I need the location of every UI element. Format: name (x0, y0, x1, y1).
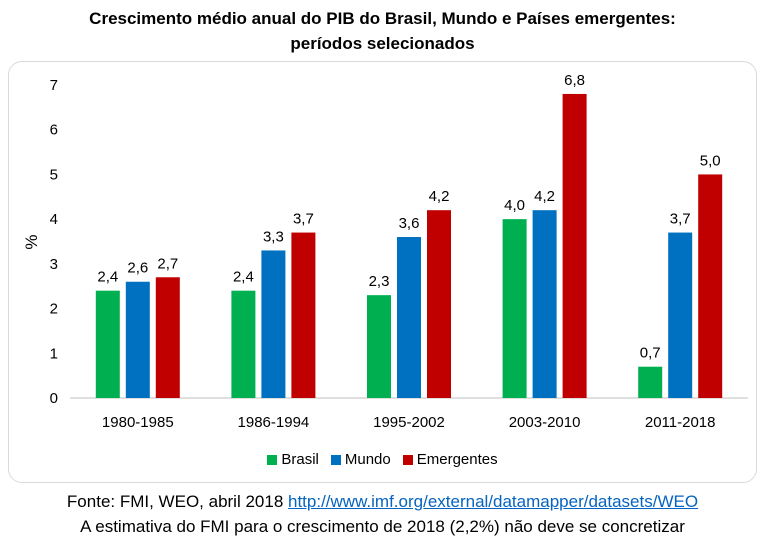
legend: Brasil Mundo Emergentes (0, 451, 765, 468)
data-label: 4,2 (429, 188, 450, 205)
bar-brasil-2003-2010 (502, 219, 527, 398)
y-tick-label: 1 (50, 345, 58, 362)
legend-swatch (267, 454, 278, 465)
bar-brasil-1986-1994 (231, 290, 256, 398)
data-label: 3,3 (263, 228, 284, 245)
legend-item-mundo: Mundo (330, 451, 391, 468)
bar-brasil-2011-2018 (638, 366, 663, 398)
data-label: 3,6 (399, 215, 420, 232)
data-label: 0,7 (640, 345, 661, 362)
bar-brasil-1980-1985 (95, 290, 120, 398)
bar-brasil-1995-2002 (367, 295, 391, 398)
y-tick-label: 0 (50, 390, 58, 407)
footnote: A estimativa do FMI para o crescimento d… (80, 517, 685, 536)
legend-item-brasil: Brasil (267, 451, 319, 468)
data-label: 2,6 (127, 260, 148, 277)
x-tick-label: 2011-2018 (645, 414, 716, 431)
y-tick-label: 5 (50, 166, 58, 183)
legend-swatch (402, 454, 413, 465)
data-label: 4,2 (534, 188, 555, 205)
chart-frame (8, 61, 757, 483)
data-label: 5,0 (700, 152, 721, 169)
source-line: Fonte: FMI, WEO, abril 2018 http://www.i… (0, 492, 765, 512)
legend-label: Brasil (281, 451, 319, 468)
x-tick-label: 1986-1994 (238, 414, 310, 431)
bar-emergentes-2011-2018 (698, 174, 723, 398)
legend-label: Emergentes (416, 451, 498, 468)
data-label: 2,3 (369, 273, 390, 290)
chart-title-line1: Crescimento médio anual do PIB do Brasil… (89, 9, 676, 28)
legend-swatch (330, 454, 341, 465)
legend-label: Mundo (344, 451, 391, 468)
source-prefix: Fonte: FMI, WEO, abril 2018 (66, 492, 288, 511)
chart-title-line2: períodos selecionados (290, 34, 475, 53)
data-label: 2,4 (97, 269, 118, 286)
y-tick-label: 4 (50, 211, 58, 228)
y-tick-label: 7 (50, 77, 58, 94)
bar-emergentes-1995-2002 (427, 210, 451, 398)
y-tick-label: 6 (50, 122, 58, 139)
bar-mundo-1980-1985 (125, 281, 150, 398)
source-link[interactable]: http://www.imf.org/external/datamapper/d… (288, 492, 699, 511)
chart-title: Crescimento médio anual do PIB do Brasil… (0, 6, 765, 56)
bar-mundo-2003-2010 (532, 210, 557, 398)
data-label: 2,4 (233, 269, 254, 286)
bar-mundo-1986-1994 (261, 250, 286, 398)
data-label: 3,7 (293, 211, 314, 228)
data-label: 4,0 (504, 197, 525, 214)
data-label: 2,7 (157, 255, 178, 272)
y-tick-label: 3 (50, 256, 58, 273)
x-tick-label: 1980-1985 (102, 414, 174, 431)
legend-item-emergentes: Emergentes (402, 451, 498, 468)
data-label: 6,8 (564, 72, 585, 89)
y-tick-label: 2 (50, 301, 58, 318)
data-label: 3,7 (670, 211, 691, 228)
bar-emergentes-2003-2010 (562, 93, 587, 398)
bar-emergentes-1980-1985 (155, 277, 180, 398)
y-axis-label: % (22, 234, 41, 249)
bar-emergentes-1986-1994 (291, 232, 316, 398)
bar-mundo-2011-2018 (668, 232, 693, 398)
bar-mundo-1995-2002 (397, 237, 421, 398)
x-tick-label: 1995-2002 (373, 414, 445, 431)
x-tick-label: 2003-2010 (509, 414, 581, 431)
